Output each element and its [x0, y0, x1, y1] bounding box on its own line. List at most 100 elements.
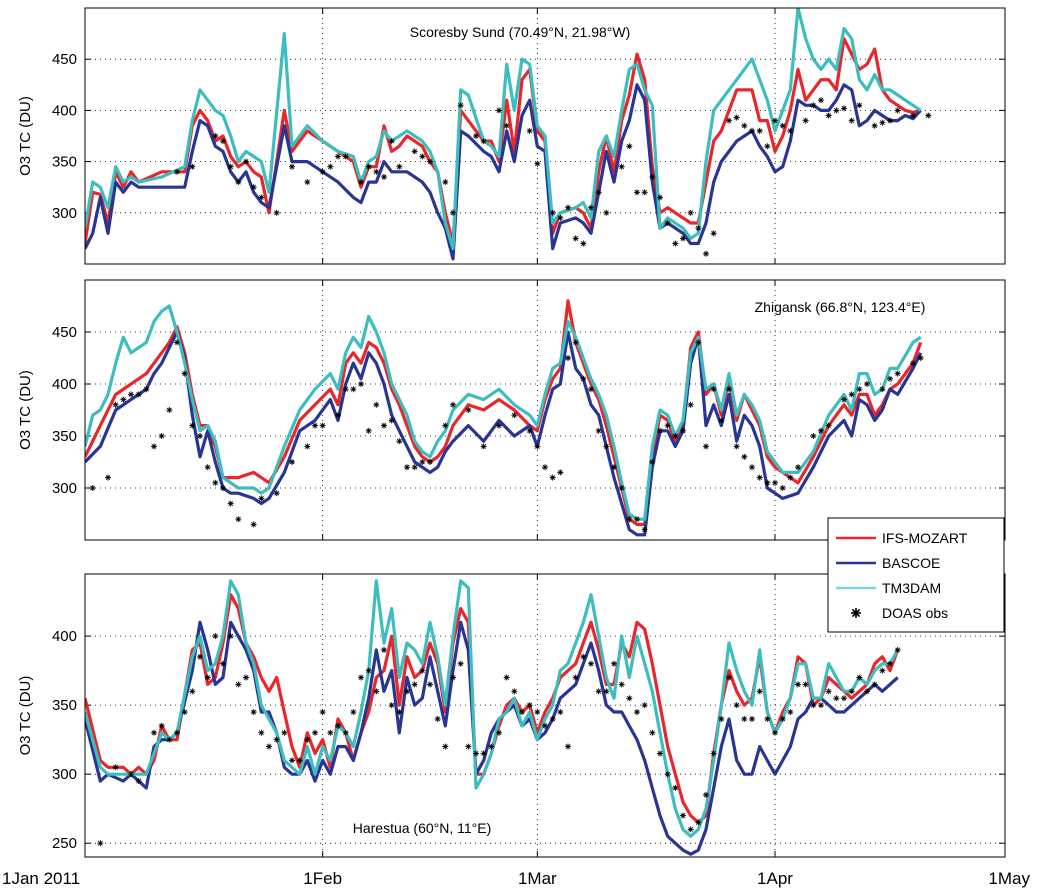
doas-obs-point — [818, 427, 824, 434]
doas-obs-point — [841, 695, 847, 702]
doas-obs-point — [664, 771, 671, 778]
doas-obs-point — [496, 107, 502, 114]
doas-obs-point — [373, 168, 380, 175]
doas-obs-point — [312, 422, 318, 429]
doas-obs-point — [519, 709, 525, 716]
doas-obs-point — [779, 122, 786, 129]
doas-obs-point — [488, 743, 495, 750]
doas-obs-point — [227, 633, 234, 640]
series-line-tm3dam — [85, 579, 900, 838]
doas-obs-point — [304, 443, 311, 450]
doas-obs-point — [335, 153, 341, 160]
doas-obs-point — [618, 681, 625, 688]
doas-obs-point — [856, 386, 863, 393]
doas-obs-point — [365, 667, 372, 674]
doas-obs-point — [189, 688, 196, 695]
doas-obs-point — [411, 464, 418, 471]
doas-obs-point — [335, 722, 341, 729]
doas-obs-point — [580, 653, 587, 660]
doas-obs-point — [572, 339, 579, 346]
doas-obs-point — [181, 370, 188, 377]
doas-obs-point — [480, 443, 487, 450]
y-axis-label: O3 TC (DU) — [17, 370, 34, 450]
doas-obs-point — [204, 674, 211, 681]
y-tick-label: 300 — [52, 480, 77, 497]
doas-obs-point — [588, 660, 594, 667]
doas-obs-point — [450, 209, 456, 216]
doas-obs-point — [258, 729, 265, 736]
doas-obs-point — [128, 391, 134, 398]
doas-obs-point — [304, 179, 311, 186]
station-label: Zhigansk (66.8°N, 123.4°E) — [755, 299, 926, 315]
doas-obs-point — [174, 339, 180, 346]
doas-obs-point — [565, 743, 571, 750]
doas-obs-point — [848, 391, 855, 398]
doas-obs-point — [680, 235, 686, 242]
doas-obs-point — [396, 709, 403, 716]
doas-obs-point — [135, 391, 142, 398]
doas-obs-point — [841, 396, 847, 403]
doas-obs-point — [871, 122, 878, 129]
doas-obs-point — [848, 117, 855, 124]
doas-obs-point — [565, 355, 571, 361]
doas-obs-point — [166, 736, 173, 743]
doas-obs-point — [894, 646, 901, 653]
doas-obs-point — [611, 660, 617, 667]
doas-obs-point — [825, 112, 832, 119]
doas-obs-point — [411, 148, 418, 155]
doas-obs-point — [243, 158, 249, 165]
doas-obs-point — [212, 133, 219, 139]
doas-obs-point — [534, 709, 541, 716]
doas-obs-point — [381, 646, 387, 653]
doas-obs-point — [565, 204, 571, 211]
doas-obs-point — [733, 114, 740, 121]
doas-obs-point — [756, 474, 763, 481]
y-tick-label: 450 — [52, 51, 77, 68]
doas-obs-point — [250, 184, 257, 191]
doas-obs-point — [465, 743, 472, 750]
doas-obs-point — [795, 681, 801, 688]
y-axis-label: O3 TC (DU) — [17, 676, 34, 756]
doas-obs-point — [557, 709, 564, 716]
y-tick-label: 350 — [52, 697, 77, 714]
doas-obs-point — [135, 778, 142, 785]
doas-obs-point — [764, 479, 771, 486]
doas-obs-point — [342, 729, 349, 736]
legend-entry-bascoe: BASCOE — [836, 555, 940, 571]
doas-obs-point — [296, 757, 303, 764]
doas-obs-point — [189, 163, 196, 170]
doas-obs-point — [664, 220, 671, 227]
doas-obs-point — [542, 464, 548, 471]
doas-obs-point — [273, 736, 280, 743]
doas-obs-point — [779, 715, 786, 722]
doas-obs-point — [304, 736, 311, 743]
doas-obs-point — [258, 194, 265, 201]
legend-entry-ifs-mozart: IFS-MOZART — [836, 530, 968, 546]
doas-obs-point — [220, 485, 226, 491]
plot-frame — [84, 573, 1006, 858]
doas-obs-point — [534, 443, 541, 450]
doas-obs-point — [756, 127, 763, 134]
doas-obs-point — [879, 386, 886, 393]
doas-obs-point — [887, 660, 893, 667]
doas-obs-point — [166, 407, 173, 413]
doas-obs-point — [779, 485, 786, 491]
doas-obs-point — [327, 163, 334, 170]
doas-obs-point — [442, 179, 449, 186]
doas-obs-point — [373, 688, 380, 695]
doas-obs-point — [772, 729, 778, 736]
doas-obs-point — [235, 681, 242, 688]
doas-obs-point — [634, 516, 640, 523]
doas-obs-point — [695, 819, 702, 826]
doas-obs-point — [549, 474, 556, 481]
doas-obs-point — [243, 674, 249, 681]
doas-obs-point — [634, 709, 640, 716]
y-axis-label: O3 TC (DU) — [17, 96, 34, 176]
y-tick-label: 300 — [52, 205, 77, 222]
doas-obs-point — [687, 209, 694, 216]
doas-obs-point — [496, 729, 502, 736]
doas-obs-point — [373, 401, 380, 408]
doas-obs-point — [319, 168, 326, 175]
doas-obs-point — [197, 653, 203, 660]
